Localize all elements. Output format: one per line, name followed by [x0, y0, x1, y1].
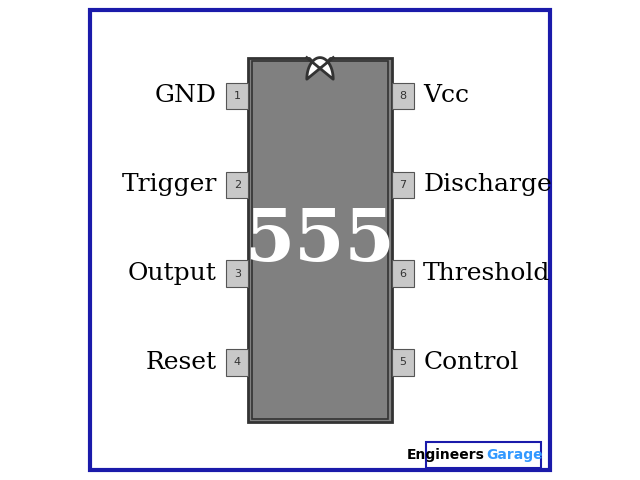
- Text: 1: 1: [234, 91, 241, 101]
- Polygon shape: [307, 53, 333, 79]
- Text: Trigger: Trigger: [122, 173, 217, 196]
- Text: 4: 4: [234, 358, 241, 367]
- Bar: [227, 260, 248, 287]
- Text: 6: 6: [399, 269, 406, 278]
- Text: Discharge: Discharge: [423, 173, 552, 196]
- Text: GND: GND: [155, 84, 217, 108]
- Bar: [227, 349, 248, 375]
- Text: Engineers: Engineers: [407, 447, 485, 462]
- Bar: [252, 61, 388, 419]
- Bar: [392, 260, 413, 287]
- FancyBboxPatch shape: [426, 442, 541, 468]
- Bar: [392, 171, 413, 198]
- Text: 7: 7: [399, 180, 406, 190]
- Text: Threshold: Threshold: [423, 262, 550, 285]
- Text: 555: 555: [244, 204, 396, 276]
- Text: 2: 2: [234, 180, 241, 190]
- Bar: [227, 171, 248, 198]
- FancyBboxPatch shape: [90, 10, 550, 470]
- Text: 8: 8: [399, 91, 406, 101]
- Bar: [392, 349, 413, 375]
- Text: 5: 5: [399, 358, 406, 367]
- Text: Reset: Reset: [146, 351, 217, 374]
- Text: Garage: Garage: [486, 447, 543, 462]
- Bar: [227, 83, 248, 109]
- Bar: [248, 58, 392, 422]
- Text: Output: Output: [128, 262, 217, 285]
- Bar: [392, 83, 413, 109]
- Text: Vcc: Vcc: [423, 84, 469, 108]
- Text: 3: 3: [234, 269, 241, 278]
- Text: Control: Control: [423, 351, 518, 374]
